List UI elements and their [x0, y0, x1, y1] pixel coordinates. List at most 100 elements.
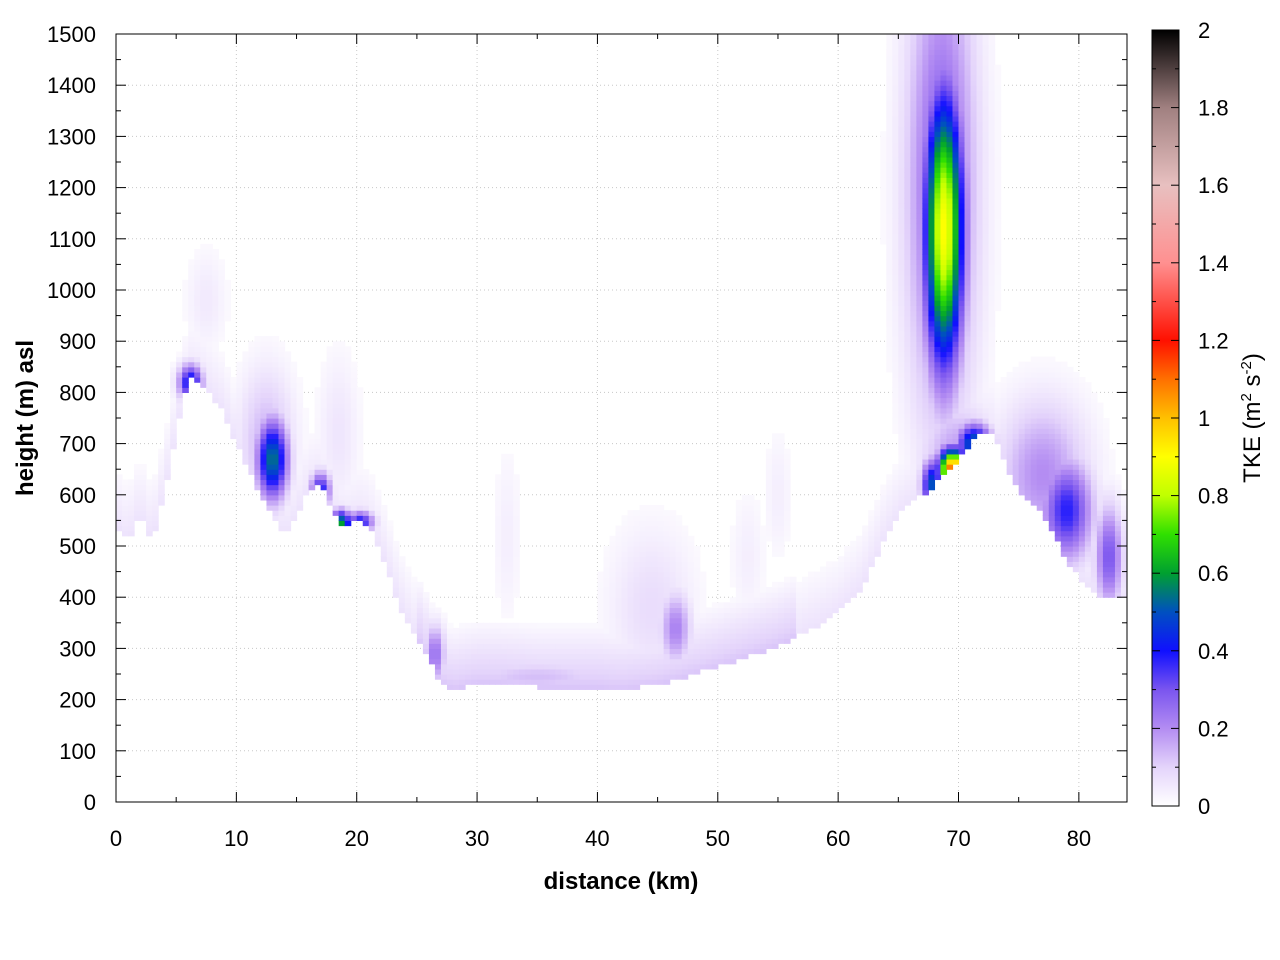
tke-cell: [308, 453, 316, 460]
tke-cell: [1102, 484, 1110, 491]
tke-cell: [645, 510, 653, 516]
tke-cell: [952, 39, 960, 45]
tke-cell: [513, 499, 520, 506]
tke-cell: [904, 428, 911, 434]
tke-cell: [862, 556, 869, 562]
tke-cell: [380, 535, 388, 542]
tke-cell: [1018, 377, 1026, 383]
tke-cell: [976, 85, 984, 91]
tke-cell: [657, 597, 665, 603]
y-tick-label: 1400: [47, 73, 96, 98]
tke-cell: [1090, 423, 1098, 429]
tke-cell: [970, 39, 978, 45]
tke-cell: [380, 546, 388, 552]
tke-cell: [946, 105, 954, 112]
tke-cell: [326, 418, 334, 424]
tke-cell: [501, 458, 508, 465]
tke-cell: [140, 479, 147, 486]
tke-cell: [904, 110, 911, 117]
tke-cell: [693, 612, 701, 619]
tke-cell: [549, 653, 556, 660]
tke-cell: [350, 443, 358, 450]
tke-cell: [934, 341, 942, 347]
tke-cell: [946, 233, 954, 240]
tke-cell: [266, 505, 274, 511]
tke-cell: [922, 284, 930, 291]
tke-cell: [771, 474, 779, 481]
tke-cell: [910, 469, 917, 475]
tke-cell: [988, 264, 996, 271]
tke-cell: [892, 469, 899, 475]
tke-cell: [916, 177, 923, 184]
tke-cell: [308, 438, 316, 445]
tke-cell: [964, 284, 972, 291]
tke-cell: [1000, 387, 1008, 393]
tke-cell: [1042, 428, 1050, 434]
tke-cell: [988, 243, 996, 250]
tke-cell: [922, 418, 930, 424]
tke-cell: [1078, 474, 1086, 481]
tke-cell: [946, 202, 954, 209]
tke-cell: [627, 622, 635, 629]
tke-cell: [958, 279, 966, 286]
tke-cell: [886, 233, 893, 240]
tke-cell: [964, 34, 972, 40]
tke-cell: [507, 469, 514, 475]
tke-cell: [1120, 510, 1127, 516]
tke-cell: [392, 566, 400, 573]
tke-cell: [681, 566, 689, 573]
tke-cell: [1114, 479, 1122, 486]
tke-cell: [627, 540, 635, 547]
tke-cell: [495, 546, 502, 552]
tke-cell: [904, 279, 911, 286]
tke-cell: [940, 315, 948, 322]
tke-cell: [188, 315, 195, 322]
tke-cell: [627, 556, 635, 562]
tke-cell: [1060, 371, 1068, 378]
tke-cell: [988, 223, 996, 230]
tke-cell: [350, 458, 358, 465]
tke-cell: [627, 525, 635, 532]
tke-cell: [970, 172, 978, 178]
tke-cell: [398, 597, 406, 603]
tke-cell: [645, 561, 653, 568]
tke-cell: [970, 213, 978, 219]
tke-cell: [513, 520, 520, 527]
tke-cell: [314, 474, 322, 481]
tke-cell: [657, 505, 665, 511]
tke-cell: [735, 592, 743, 598]
tke-cell: [717, 658, 725, 665]
tke-cell: [320, 392, 328, 399]
tke-cell: [1108, 551, 1116, 557]
tke-cell: [1024, 397, 1032, 404]
tke-cell: [182, 377, 189, 383]
tke-cell: [868, 510, 875, 516]
tke-cell: [278, 458, 286, 465]
tke-cell: [958, 177, 966, 184]
tke-cell: [741, 505, 749, 511]
tke-cell: [904, 131, 911, 137]
tke-cell: [344, 397, 352, 404]
tke-cell: [1054, 469, 1062, 475]
tke-cell: [958, 90, 966, 97]
tke-cell: [759, 617, 767, 624]
tke-cell: [1024, 371, 1032, 378]
tke-cell: [501, 653, 508, 660]
tke-cell: [116, 510, 123, 516]
tke-cell: [296, 458, 304, 465]
tke-cell: [200, 361, 207, 368]
tke-cell: [350, 377, 358, 383]
tke-cell: [904, 412, 911, 419]
tke-cell: [1114, 530, 1122, 537]
tke-cell: [958, 305, 966, 312]
tke-cell: [392, 586, 400, 593]
tke-cell: [892, 264, 899, 271]
tke-cell: [272, 361, 280, 368]
tke-cell: [958, 151, 966, 158]
tke-cell: [1066, 484, 1074, 491]
tke-cell: [946, 80, 954, 86]
tke-cell: [964, 44, 972, 50]
tke-cell: [952, 100, 960, 107]
tke-cell: [344, 489, 352, 496]
tke-cell: [916, 392, 923, 399]
